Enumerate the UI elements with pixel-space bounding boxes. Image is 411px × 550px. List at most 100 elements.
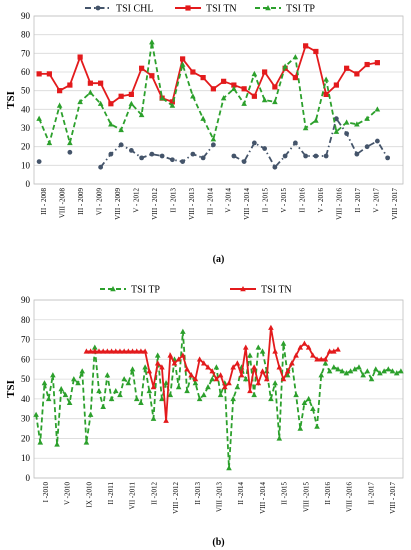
legend-marker-1 [240,286,246,292]
series-1-point-69 [322,356,329,362]
series-0-point-67 [314,423,320,429]
series-1-point-0 [36,71,42,77]
series-0-point-63 [297,425,304,431]
series-0-point-18 [108,395,115,402]
series-1-point-66 [310,352,316,358]
series-0-point-14 [180,159,186,165]
x-tick-label: VIII - 2017 [389,482,397,514]
series-0-point-19 [231,153,237,159]
series-0-point-7 [108,151,114,157]
x-tick-label: V - 2015 [280,188,288,213]
series-1-point-23 [129,348,136,354]
series-1-point-42 [209,368,216,374]
series-2-point-3 [67,139,73,146]
series-0-point-10 [75,380,81,386]
series-0-point-59 [280,340,287,346]
series-0-point-48 [234,384,241,390]
series-1-point-32 [364,61,370,68]
x-tick-label: II -2012 [150,482,158,505]
series-0-point-84 [385,366,392,372]
series-1-point-37 [188,372,195,378]
series-1-point-20 [117,348,123,354]
series-0-point-52 [251,391,257,398]
series-0-point-22 [125,380,132,386]
series-2-point-18 [220,95,227,101]
series-1-point-17 [104,348,111,354]
series-1-point-35 [180,352,186,358]
series-0-point-3 [67,149,73,155]
series-2-point-5 [87,89,94,95]
y-tick-label: 60 [21,67,31,77]
x-tick-label: VIII - 2014 [243,188,251,220]
x-tick-label: V - 2017 [372,188,380,213]
series-2-point-10 [138,111,145,118]
series-line-0-3 [233,116,389,169]
series-0-point-86 [393,370,400,376]
x-tick-label: II -2013 [194,482,202,505]
y-tick-label: 80 [21,315,31,325]
x-tick-label: II - 2017 [354,188,362,213]
y-tick-label: 80 [21,30,31,40]
series-0-point-35 [180,328,186,334]
series-1-point-23 [272,84,278,90]
series-0-point-12 [159,153,165,159]
panel-label: (a) [213,254,225,265]
series-0-point-19 [112,387,119,394]
series-2-point-2 [56,102,63,108]
series-0-point-2 [41,380,48,386]
series-2-point-0 [36,115,42,121]
series-2-point-7 [108,121,114,127]
series-1-point-47 [230,364,236,370]
series-0-point-23 [129,366,136,372]
series-0-point-14 [92,344,98,350]
series-0-point-13 [169,157,175,163]
series-0-point-8 [66,399,73,406]
series-1-point-34 [175,356,182,362]
series-0-point-21 [251,140,257,146]
series-0-point-31 [354,151,360,157]
y-tick-label: 40 [21,104,31,114]
series-1-point-57 [272,348,278,354]
y-tick-label: 90 [21,11,31,21]
x-tick-label: II -2014 [237,482,245,505]
series-1-point-4 [77,54,83,60]
series-1-point-22 [262,69,268,75]
series-0-point-25 [138,399,144,406]
series-1-point-58 [276,364,283,370]
series-1-point-36 [184,366,190,372]
series-1-point-15 [96,348,102,354]
series-1-point-21 [121,348,127,354]
plot-frame [33,299,404,479]
series-2-point-27 [313,117,319,123]
series-1-point-55 [263,376,270,382]
series-0-point-53 [255,344,262,350]
series-0-point-17 [104,372,111,378]
series-1-point-63 [297,344,304,350]
series-1-point-9 [128,91,134,97]
x-tick-label: II -2017 [367,482,375,505]
series-0-point-32 [364,144,370,150]
series-2-point-16 [200,115,206,121]
series-1-point-19 [112,348,119,354]
x-tick-label: II -2016 [324,482,332,505]
series-1-point-28 [323,91,329,97]
series-0-point-41 [205,384,211,390]
series-0-point-83 [381,368,387,374]
series-1-point-72 [335,346,341,352]
series-2-point-22 [261,97,268,103]
series-1-point-50 [242,344,249,350]
series-line-0-2 [99,143,215,168]
series-0-point-30 [159,395,165,402]
series-1-point-17 [210,86,216,92]
series-0-point-72 [335,366,341,372]
series-0-point-1 [37,439,44,445]
legend-label-0: TSI TP [131,285,160,296]
series-1-point-32 [167,352,174,358]
series-1-point-6 [98,80,104,86]
series-0-point-78 [360,372,366,378]
series-2-point-12 [159,95,165,101]
x-tick-label: VIII - 2012 [151,188,159,220]
y-tick-label: 0 [26,473,31,483]
series-0-point-23 [272,164,278,170]
series-1-point-31 [354,71,360,77]
